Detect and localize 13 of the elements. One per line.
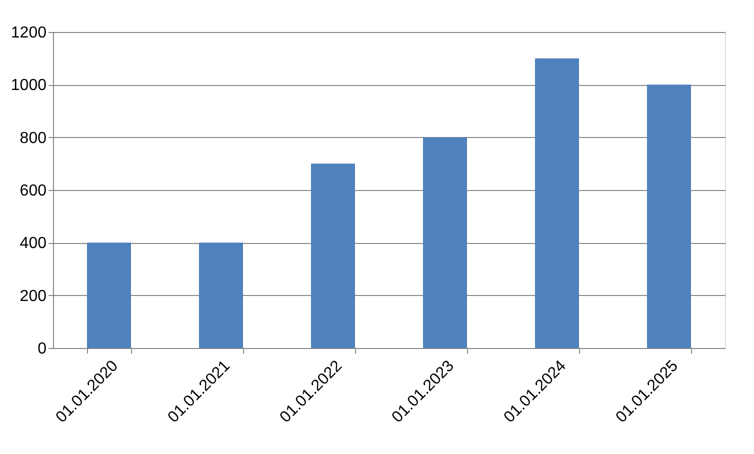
y-tick-label: 0	[38, 340, 47, 358]
bar	[311, 164, 355, 348]
bar	[647, 84, 691, 348]
bar	[423, 137, 467, 348]
y-tick-label: 200	[20, 288, 47, 305]
bar	[535, 58, 579, 348]
y-tick-label: 600	[20, 182, 47, 200]
bar	[199, 242, 243, 348]
y-tick-label: 1200	[10, 24, 47, 42]
y-tick-label: 1000	[10, 77, 47, 94]
y-tick-label: 400	[20, 235, 47, 252]
bar	[87, 242, 131, 348]
y-tick-label: 800	[20, 130, 47, 147]
